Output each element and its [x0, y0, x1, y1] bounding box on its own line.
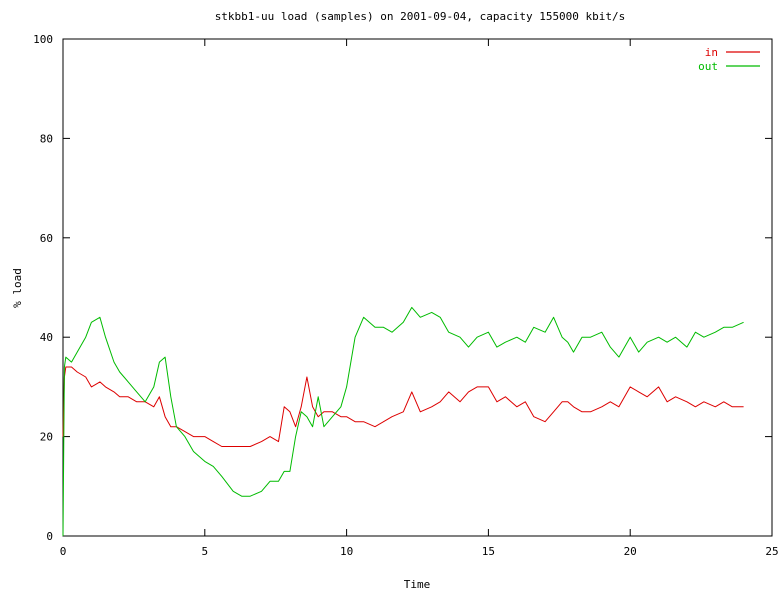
- y-tick-label: 40: [40, 331, 53, 344]
- y-tick-label: 100: [33, 33, 53, 46]
- y-tick-label: 80: [40, 132, 53, 145]
- legend-label-in: in: [705, 46, 718, 59]
- x-tick-label: 20: [624, 545, 637, 558]
- y-axis-label: % load: [11, 268, 24, 308]
- y-tick-label: 20: [40, 431, 53, 444]
- x-axis-label: Time: [404, 578, 431, 591]
- x-tick-label: 0: [60, 545, 67, 558]
- x-tick-label: 15: [482, 545, 495, 558]
- y-axis-ticks: 0 20 40 60 80 100: [33, 33, 772, 543]
- x-tick-label: 5: [201, 545, 208, 558]
- chart-title: stkbb1-uu load (samples) on 2001-09-04, …: [215, 10, 626, 23]
- x-tick-label: 10: [340, 545, 353, 558]
- series-layer: [62, 306, 744, 537]
- x-tick-label: 25: [765, 545, 778, 558]
- series-line-in: [62, 366, 744, 447]
- y-tick-label: 60: [40, 232, 53, 245]
- x-axis-ticks: 0 5 10 15 20 25: [60, 39, 779, 558]
- y-tick-label: 0: [46, 530, 53, 543]
- plot-frame: [62, 38, 773, 537]
- legend-label-out: out: [698, 60, 718, 73]
- series-line-out: [62, 306, 744, 537]
